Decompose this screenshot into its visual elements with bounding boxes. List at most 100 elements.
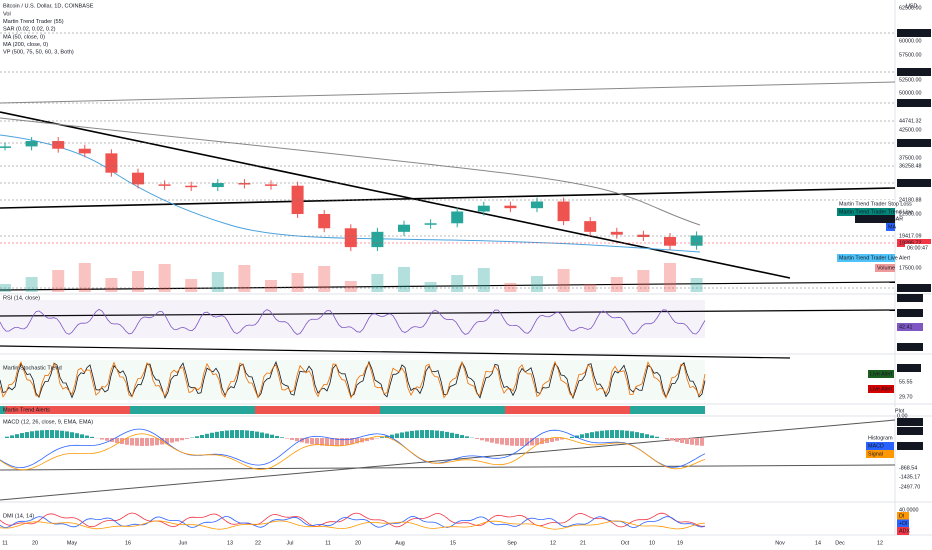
macd-hist xyxy=(335,438,339,446)
volume-bar xyxy=(238,265,251,292)
volume-bar xyxy=(132,271,144,292)
indicator-badge-bg xyxy=(875,264,895,272)
macd-hist xyxy=(70,432,74,438)
macd-hist xyxy=(515,438,519,446)
trend-alert-cell xyxy=(110,406,115,414)
candle xyxy=(132,172,144,185)
macd-hist xyxy=(620,430,624,438)
trend-alert-cell xyxy=(570,406,575,414)
macd-hist xyxy=(590,432,594,438)
trend-alert-cell xyxy=(235,406,240,414)
macd-hist xyxy=(455,433,459,438)
macd-hist xyxy=(465,436,469,438)
candle xyxy=(398,224,410,232)
trend-alert-cell xyxy=(380,406,385,414)
trend-alert-cell xyxy=(520,406,525,414)
macd-hist xyxy=(390,434,394,438)
macd-hist xyxy=(45,430,49,438)
trend-alert-cell xyxy=(685,406,690,414)
macd-hist xyxy=(615,430,619,438)
candle xyxy=(371,231,384,248)
trend-alert-cell xyxy=(105,406,110,414)
volume-bar xyxy=(211,272,224,292)
live-alert: Live Alert xyxy=(870,386,893,392)
trend-alert-cell xyxy=(180,406,185,414)
trend-alert-cell xyxy=(435,406,440,414)
macd-hist xyxy=(195,436,199,438)
trend-alert-cell xyxy=(400,406,405,414)
rsi-label: 25.60 xyxy=(899,344,913,350)
volume-bar xyxy=(398,267,410,292)
trend-alert-cell xyxy=(465,406,470,414)
trend-alert-cell xyxy=(165,406,170,414)
macd-hist xyxy=(115,438,119,444)
macd-hist xyxy=(605,430,609,438)
x-tick-label: Oct xyxy=(621,540,630,546)
trend-alert-cell xyxy=(115,406,120,414)
trend-alert-cell xyxy=(65,406,70,414)
macd-hist xyxy=(345,438,349,446)
candle xyxy=(477,205,490,212)
price-label: 54257.81 xyxy=(899,69,921,75)
trend-alert-cell xyxy=(640,406,645,414)
oscillator-line xyxy=(0,433,706,471)
x-tick-label: 20 xyxy=(355,540,361,546)
price-label-bg xyxy=(897,239,931,247)
trend-alert-cell xyxy=(290,406,295,414)
indicator-badge-bg xyxy=(855,215,895,223)
volume-bar xyxy=(424,282,437,292)
x-tick-label: 10 xyxy=(649,540,655,546)
price-label-bg xyxy=(897,29,931,37)
indicator-badge: Volume xyxy=(877,265,895,271)
macd-hist xyxy=(700,438,704,446)
macd-label: 312.67 xyxy=(899,428,916,434)
rsi-label: 57.34 xyxy=(899,310,913,316)
trend-alert-cell xyxy=(285,406,290,414)
oscillator-line xyxy=(0,520,706,530)
macd-hist xyxy=(55,430,59,438)
price-label: 57500.00 xyxy=(899,52,921,58)
macd-hist xyxy=(320,438,324,446)
macd-hist xyxy=(90,436,94,438)
trend-alert-cell xyxy=(190,406,195,414)
trend-alert-cell xyxy=(645,406,650,414)
x-tick-label: 12 xyxy=(877,540,883,546)
macd-hist xyxy=(15,434,19,438)
oscillator-line xyxy=(0,516,706,529)
trend-alert-cell xyxy=(250,406,255,414)
macd-hist xyxy=(475,438,479,440)
currency: USD xyxy=(906,3,917,9)
macd-hist xyxy=(330,438,334,446)
macd-hist xyxy=(630,431,634,438)
macd-label: -1435.17 xyxy=(899,474,920,480)
oscillator-line xyxy=(0,360,706,399)
indicator-legend: Vol xyxy=(3,11,11,17)
trend-alert-cell xyxy=(445,406,450,414)
macd-hist xyxy=(185,438,189,439)
macd-hist xyxy=(405,431,409,438)
macd-hist xyxy=(360,438,364,443)
price-pane xyxy=(0,137,703,252)
dmi-legend-bg xyxy=(897,512,909,520)
x-tick-label: Nov xyxy=(775,540,785,546)
macd-hist xyxy=(540,438,544,445)
trend-alert-cell xyxy=(80,406,85,414)
trend-alert-cell xyxy=(665,406,670,414)
macd-hist xyxy=(665,438,669,440)
trend-alert-cell xyxy=(500,406,505,414)
macd-hist xyxy=(10,435,14,438)
stoch-label-bg xyxy=(897,378,921,386)
indicator-badge-bg xyxy=(905,244,931,252)
macd-label: 890.55 xyxy=(899,419,916,425)
trend-alert-cell xyxy=(690,406,695,414)
x-tick-label: 20 xyxy=(32,540,38,546)
macd-hist xyxy=(135,438,139,446)
candle xyxy=(238,183,251,185)
macd-hist xyxy=(695,438,699,446)
macd-legend: Histogram xyxy=(868,435,893,441)
trend-alert-cell xyxy=(270,406,275,414)
macd-hist xyxy=(490,438,494,443)
macd-hist xyxy=(440,431,444,438)
trend-alert-cell xyxy=(575,406,580,414)
macd-label: -2497.70 xyxy=(899,484,920,490)
